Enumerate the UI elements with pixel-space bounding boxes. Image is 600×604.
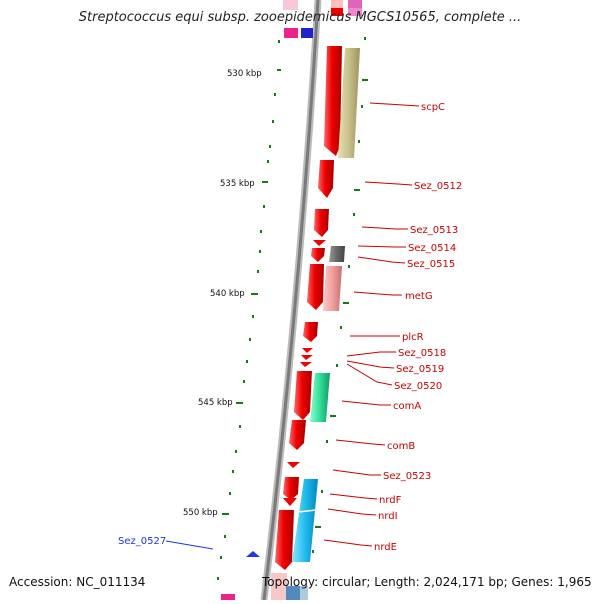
gene-Sez_0515[interactable] — [311, 248, 325, 262]
gene-label[interactable]: scpC — [421, 102, 445, 113]
gene-label[interactable]: comA — [393, 401, 421, 412]
gene-scpC[interactable] — [324, 46, 342, 156]
gene-comB[interactable] — [289, 420, 306, 450]
gene-label[interactable]: Sez_0527 — [118, 536, 166, 547]
inner-tick-track — [312, 37, 368, 553]
gene-label[interactable]: Sez_0513 — [410, 225, 458, 236]
outer-tick-track — [217, 40, 281, 580]
scale-label: 530 kbp — [227, 69, 262, 79]
gene-label[interactable]: Sez_0515 — [407, 259, 455, 270]
cog-box-green — [310, 373, 330, 422]
gene-nrdE[interactable] — [275, 510, 294, 570]
gene-label[interactable]: Sez_0520 — [394, 381, 442, 392]
label-leader-blue — [165, 540, 214, 550]
scale-label: 540 kbp — [210, 289, 245, 299]
gene-Sez_0527[interactable] — [246, 551, 260, 557]
gene-label[interactable]: plcR — [402, 332, 424, 343]
gene-labels: scpC Sez_0512 Sez_0513 Sez_0514 Sez_0515… — [118, 102, 462, 553]
gene-label[interactable]: Sez_0512 — [414, 181, 462, 192]
genome-backbone-core — [262, 0, 320, 601]
top-partial-genes — [283, 0, 362, 38]
scale-label: 550 kbp — [183, 508, 218, 518]
gene-label[interactable]: nrdE — [374, 542, 397, 553]
gene-Sez_0514[interactable] — [313, 240, 326, 246]
gene-metG[interactable] — [307, 264, 324, 310]
gene-Sez_0519[interactable] — [301, 355, 313, 360]
cog-box-pink — [323, 266, 342, 311]
gene-Sez_0513[interactable] — [314, 209, 329, 237]
gene-Sez_0512[interactable] — [318, 160, 334, 198]
gene-label[interactable]: comB — [387, 441, 415, 452]
cog-box-olive — [338, 48, 360, 158]
accession-text: Accession: NC_011134 — [9, 575, 146, 589]
cog-track — [221, 48, 360, 600]
gene-label[interactable]: Sez_0518 — [398, 348, 446, 359]
scale-labels: 530 kbp 535 kbp 540 kbp 545 kbp 550 kbp — [183, 69, 262, 518]
gene-Sez_0518[interactable] — [302, 348, 313, 353]
map-title: Streptococcus equi subsp. zooepidemicus … — [78, 10, 522, 25]
gene-label[interactable]: nrdI — [378, 511, 398, 522]
gene-comA[interactable] — [294, 371, 312, 420]
scale-label: 535 kbp — [220, 179, 255, 189]
forward-genes — [271, 46, 342, 600]
genome-summary-text: Topology: circular; Length: 2,024,171 bp… — [262, 575, 592, 589]
gene-label[interactable]: Sez_0514 — [408, 243, 456, 254]
gene-plcR[interactable] — [303, 322, 318, 342]
label-leaders — [323, 102, 420, 547]
scale-label: 545 kbp — [198, 398, 233, 408]
gene-label[interactable]: metG — [405, 291, 433, 302]
gene-label[interactable]: Sez_0519 — [396, 364, 444, 375]
gene-label[interactable]: nrdF — [379, 495, 402, 506]
gene-label[interactable]: Sez_0523 — [383, 471, 431, 482]
cog-box-gray — [329, 246, 345, 262]
gene-Sez_0523[interactable] — [287, 462, 300, 468]
gene-Sez_0520[interactable] — [300, 362, 312, 367]
gene-nrdF[interactable] — [283, 477, 299, 500]
cog-box-blue — [292, 479, 318, 562]
gene-nrdI[interactable] — [283, 498, 297, 506]
